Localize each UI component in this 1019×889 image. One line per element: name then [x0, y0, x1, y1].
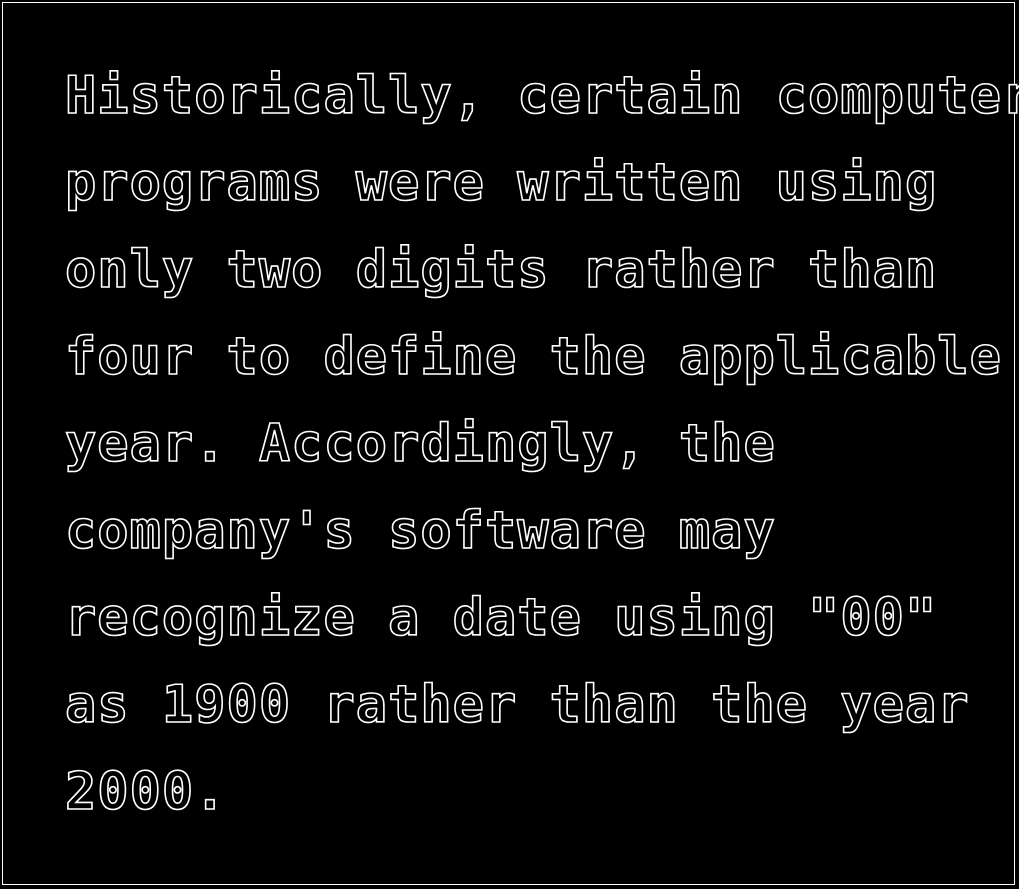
text-line-2: programs were written using [64, 152, 938, 214]
text-line-8: as 1900 rather than the year [64, 674, 970, 736]
text-line-4: four to define the applicable [64, 326, 1002, 388]
text-line-6: company's software may [64, 500, 776, 562]
paragraph: Historically, certain computer programs … [64, 53, 1019, 836]
text-line-7: recognize a date using "00" [64, 587, 938, 649]
text-line-3: only two digits rather than [64, 239, 938, 301]
text-line-5: year. Accordingly, the [64, 413, 776, 475]
text-line-9: 2000. [64, 761, 227, 823]
text-line-1: Historically, certain computer [64, 65, 1019, 127]
